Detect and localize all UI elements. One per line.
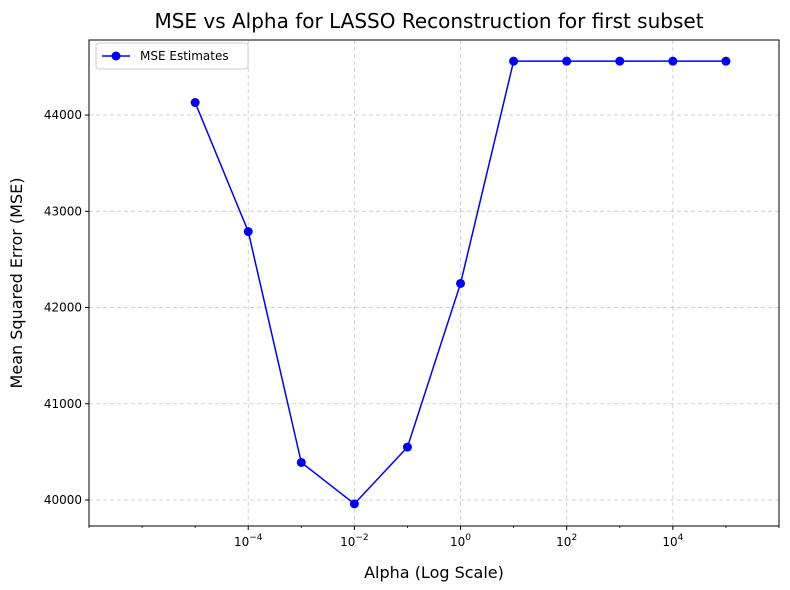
chart-title: MSE vs Alpha for LASSO Reconstruction fo… — [154, 9, 703, 33]
legend-marker-swatch — [111, 51, 121, 61]
data-point — [456, 278, 466, 288]
data-point — [668, 56, 678, 66]
plot-area-frame — [88, 39, 780, 527]
data-point — [402, 442, 412, 452]
series-layer — [190, 56, 731, 509]
data-point — [349, 499, 359, 509]
data-point — [190, 98, 200, 108]
axis-ticks: 10−4 10−2 100 102 104 40000 41000 42000 43000 440… — [44, 108, 780, 549]
x-tick-label: 10−2 — [340, 533, 369, 549]
y-tick-label: 43000 — [44, 204, 82, 218]
grid — [89, 40, 779, 526]
y-tick-label: 41000 — [44, 397, 82, 411]
x-tick-label: 104 — [662, 533, 683, 549]
legend-label: MSE Estimates — [140, 49, 229, 63]
data-point — [509, 56, 519, 66]
y-tick-label: 40000 — [44, 493, 82, 507]
data-point — [721, 56, 731, 66]
data-point — [243, 227, 253, 237]
y-tick-label: 42000 — [44, 301, 82, 315]
data-point — [296, 457, 306, 467]
x-tick-label: 102 — [556, 533, 577, 549]
legend: MSE Estimates — [95, 42, 249, 70]
legend-box — [95, 42, 249, 70]
x-tick-label: 100 — [450, 533, 471, 549]
data-point — [562, 56, 572, 66]
y-tick-label: 44000 — [44, 108, 82, 122]
x-tick-label: 10−4 — [234, 533, 263, 549]
y-axis-title: Mean Squared Error (MSE) — [7, 178, 26, 389]
x-axis-title: Alpha (Log Scale) — [364, 563, 504, 582]
data-point — [615, 56, 625, 66]
